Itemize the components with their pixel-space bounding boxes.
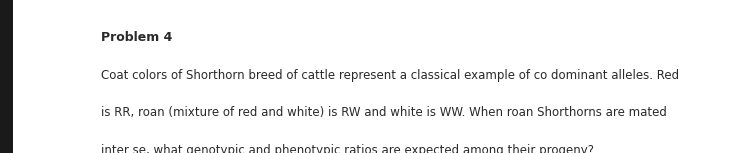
Text: inter se, what genotypic and phenotypic ratios are expected among their progeny?: inter se, what genotypic and phenotypic … — [101, 144, 594, 153]
Text: Coat colors of Shorthorn breed of cattle represent a classical example of co dom: Coat colors of Shorthorn breed of cattle… — [101, 69, 680, 82]
Text: Problem 4: Problem 4 — [101, 31, 172, 44]
Bar — [0, 0, 13, 153]
Text: is RR, roan (mixture of red and white) is RW and white is WW. When roan Shorthor: is RR, roan (mixture of red and white) i… — [101, 106, 668, 119]
